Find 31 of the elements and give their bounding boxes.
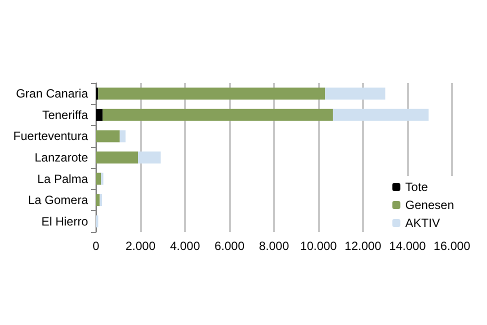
- legend-label: Tote: [405, 180, 428, 194]
- bar: [96, 172, 102, 185]
- y-tick-label: Gran Canaria: [16, 86, 88, 101]
- bar: [96, 152, 138, 164]
- x-tick-label: 6.000: [214, 239, 245, 253]
- bar: [100, 194, 102, 206]
- legend-label: Genesen: [405, 198, 454, 212]
- y-tick-label: El Hierro: [41, 214, 88, 228]
- bar: [98, 88, 326, 100]
- bar: [96, 130, 120, 142]
- x-tick-label: 14.000: [389, 239, 426, 253]
- x-tick-label: 10.000: [300, 239, 338, 253]
- y-tick-label: Teneriffa: [42, 108, 88, 122]
- x-tick-label: 4.000: [170, 239, 200, 253]
- x-tick-label: 12.000: [344, 239, 382, 253]
- y-tick-label: La Palma: [37, 172, 88, 186]
- x-tick-label: 0: [92, 239, 100, 253]
- y-tick-label: La Gomera: [28, 193, 88, 208]
- x-tick-label: 8.000: [258, 239, 290, 253]
- bar: [332, 108, 429, 121]
- bar: [96, 194, 100, 206]
- legend-label: AKTIV: [405, 216, 440, 230]
- y-tick-label: Lanzarote: [34, 150, 88, 164]
- x-tick-label: 2.000: [125, 239, 156, 253]
- bar: [96, 108, 103, 121]
- y-tick-label: Fuerteventura: [13, 129, 88, 144]
- bar: [138, 152, 161, 164]
- bar: [120, 130, 126, 142]
- x-tick-label: 16.000: [434, 239, 471, 253]
- bar: [325, 88, 386, 100]
- bar: [102, 108, 333, 121]
